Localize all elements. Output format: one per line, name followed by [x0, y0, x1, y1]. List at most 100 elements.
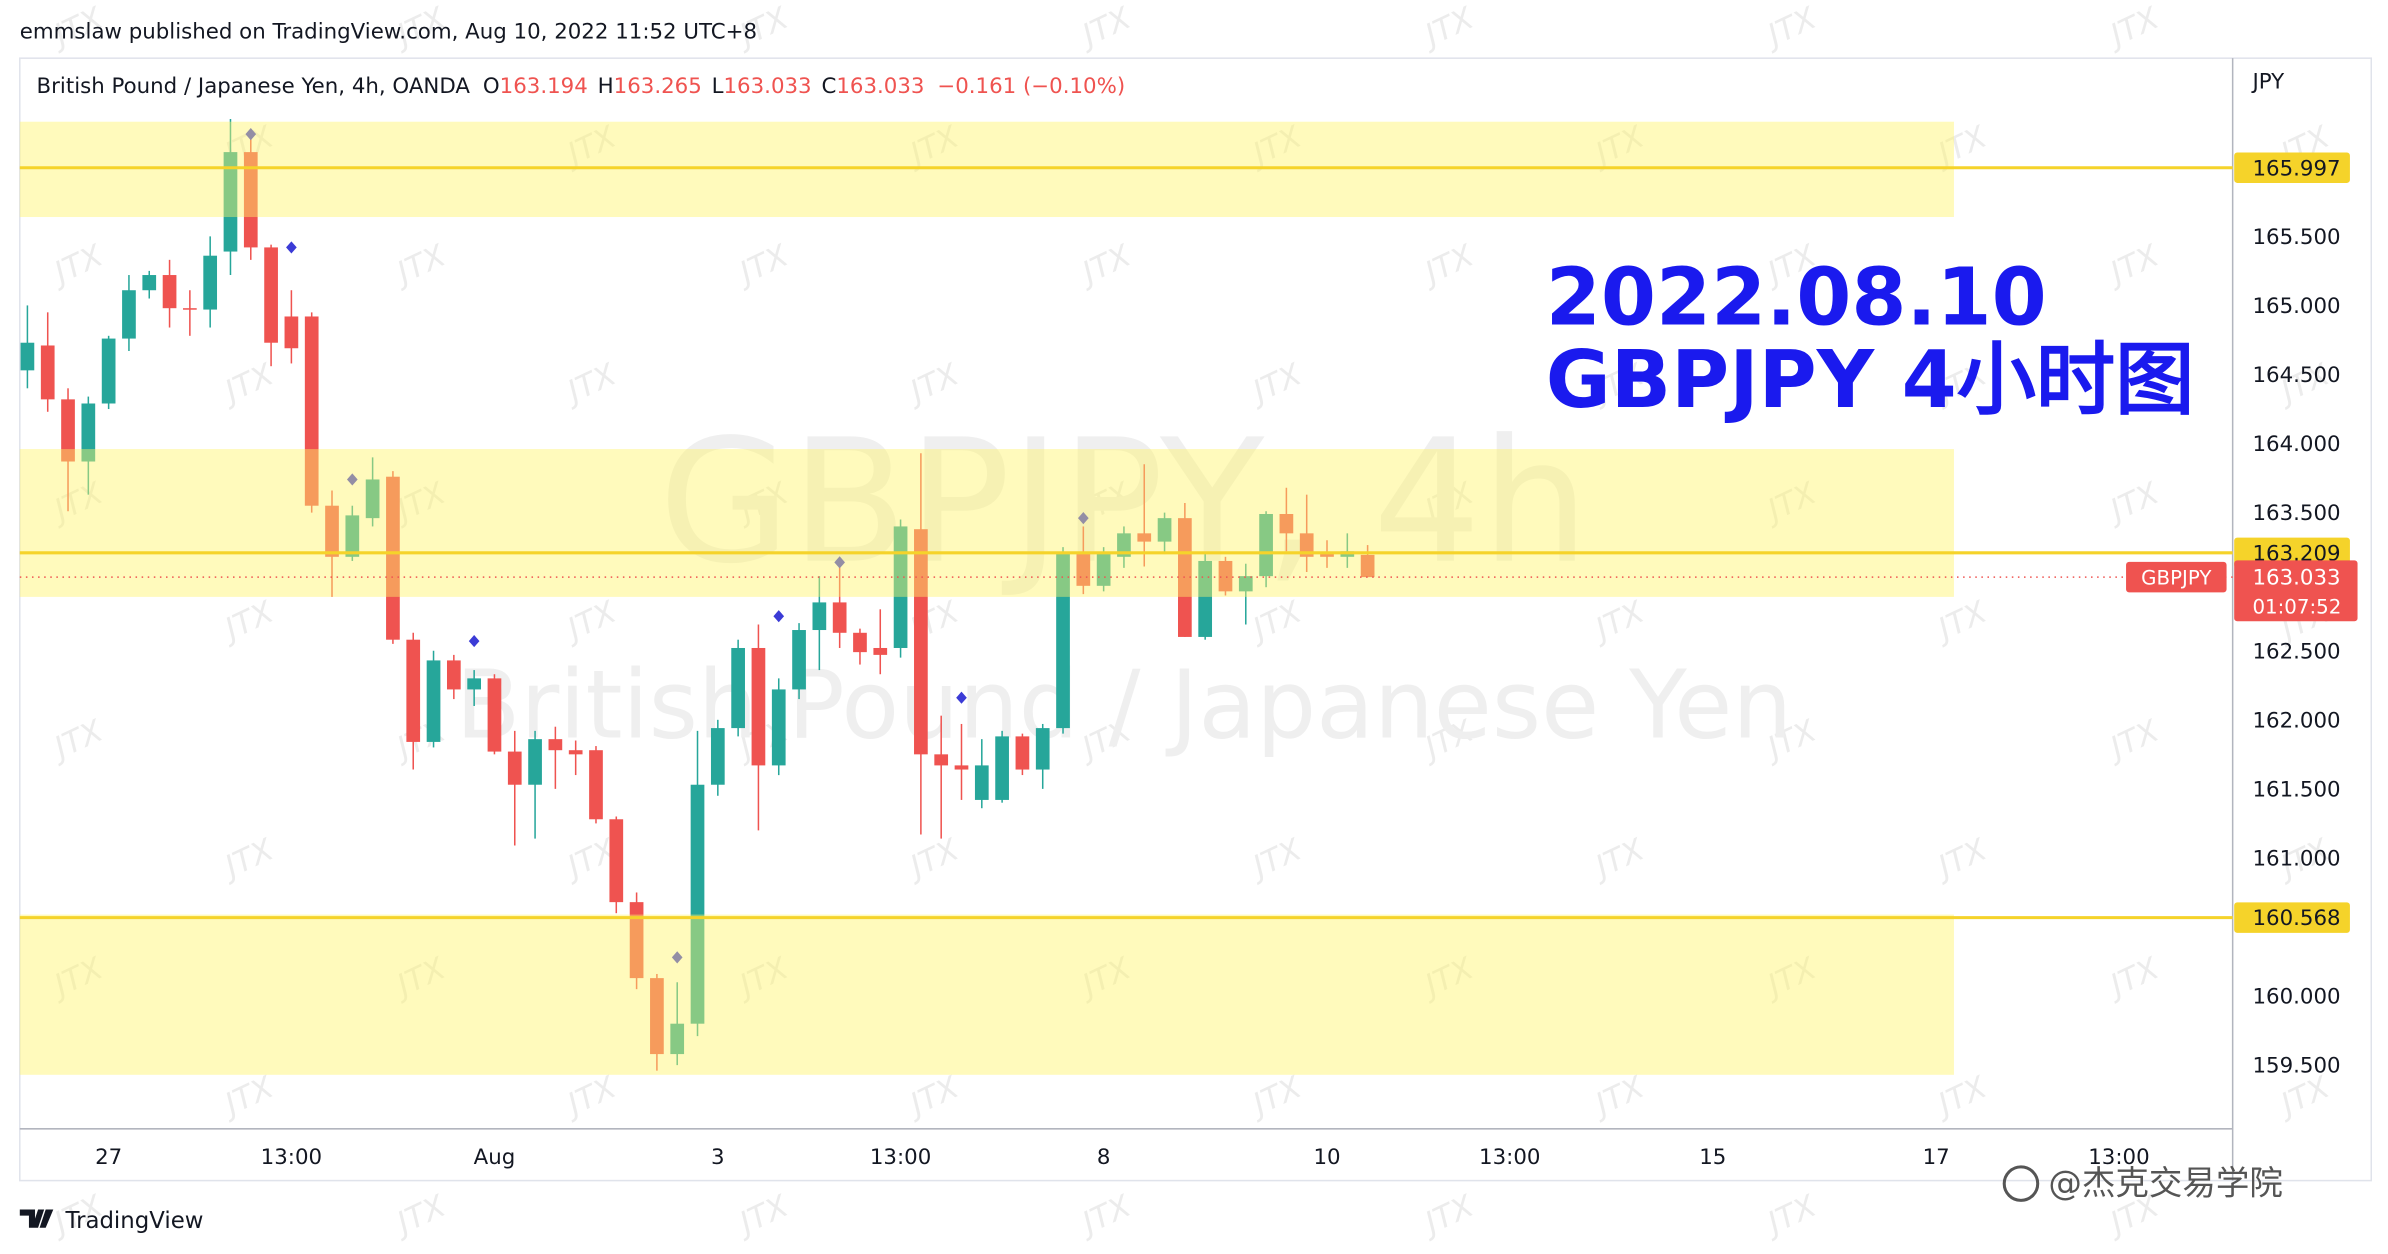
x-tick-label: 13:00 [870, 1145, 931, 1170]
symbol-tag [2126, 561, 2227, 593]
candle-body [589, 750, 603, 820]
candle-body [629, 902, 644, 979]
legend-close-label: C [821, 74, 836, 99]
candle-body [1015, 736, 1030, 770]
x-tick-label: 13:00 [2088, 1145, 2149, 1170]
x-tick-label: Aug [474, 1145, 516, 1170]
x-tick-label: 3 [711, 1145, 725, 1170]
symbol-watermark: GBPJPY, 4h [659, 404, 1590, 602]
candle-body [1198, 560, 1213, 637]
credit-logo [2002, 1165, 2040, 1202]
x-tick-label: 10 [1313, 1145, 1340, 1170]
candle-body [670, 1023, 685, 1055]
annotation: 2022.08.10 [1546, 251, 2047, 344]
candle-body [690, 784, 705, 1024]
y-tick-label: 162.500 [2252, 639, 2340, 664]
candle-body [710, 728, 725, 785]
candle-body [1117, 533, 1131, 557]
candle-body [507, 751, 522, 785]
y-tick-label: 165.000 [2252, 294, 2340, 319]
x-tick-label: 17 [1923, 1145, 1950, 1170]
y-tick-label: 161.500 [2252, 777, 2340, 802]
legend-high: 163.265 [614, 74, 702, 99]
candle-body [609, 819, 624, 903]
x-tick-label: 27 [95, 1145, 122, 1170]
candle-body [1259, 514, 1273, 577]
y-tick-label: 159.500 [2252, 1054, 2340, 1079]
legend-close: 163.033 [836, 74, 924, 99]
candle-body [223, 152, 238, 252]
y-tick-label: 164.000 [2252, 432, 2340, 457]
candle-body [1137, 533, 1152, 542]
candle-body [101, 338, 116, 404]
level-label: 160.568 [2252, 906, 2340, 931]
candle-body [81, 403, 96, 462]
candle-body [995, 736, 1009, 800]
candle-body [365, 479, 380, 519]
y-tick-label: 164.500 [2252, 363, 2340, 388]
y-tick-label: 160.000 [2252, 985, 2340, 1010]
candle-body [1157, 518, 1172, 542]
currency-label: JPY [2250, 70, 2285, 95]
candle-body [1238, 576, 1253, 592]
candle-body [812, 602, 827, 631]
candle-body [487, 678, 502, 752]
y-tick-label: 161.000 [2252, 847, 2340, 872]
zone [19, 914, 1954, 1075]
candle-body [304, 316, 319, 506]
level-tag [2234, 902, 2350, 933]
zone [19, 449, 1954, 597]
legend-high-label: H [598, 74, 614, 99]
legend-symbol: British Pound / Japanese Yen, 4h, OANDA [37, 74, 471, 99]
candle-body [61, 399, 75, 462]
level-tag [2234, 152, 2350, 183]
price-tag-label: 163.033 [2252, 566, 2340, 591]
candle-body [528, 739, 542, 785]
candle-body [162, 275, 177, 309]
chart-frame [19, 57, 2373, 1182]
candle-body [731, 647, 745, 729]
candle-body [914, 529, 928, 755]
candle-body [40, 345, 55, 400]
candle-body [20, 342, 35, 371]
candle-body [1360, 554, 1375, 578]
candle-body [467, 678, 482, 690]
candle-body [548, 739, 563, 751]
annotation: GBPJPY 4小时图 [1546, 333, 2194, 426]
candle-body [568, 750, 583, 755]
candle-body [771, 689, 786, 766]
candle-body [1096, 552, 1111, 586]
y-tick-label: 165.500 [2252, 225, 2340, 250]
candle-body [893, 526, 908, 648]
candle-body [264, 247, 278, 343]
candle-body [426, 660, 441, 742]
plot [19, 118, 2233, 1075]
brand-name: TradingView [64, 1208, 203, 1234]
candle-body [873, 647, 888, 655]
candle-body [832, 602, 847, 633]
candle-body [1218, 560, 1233, 592]
level-label: 165.997 [2252, 156, 2340, 181]
legend-low: 163.033 [723, 74, 811, 99]
x-tick-label: 15 [1699, 1145, 1726, 1170]
candle-body [203, 255, 218, 310]
brand: TradingView [19, 1208, 203, 1234]
candle-body [386, 476, 400, 640]
symbol-tag-label: GBPJPY [2141, 567, 2212, 590]
candle-body [1035, 728, 1050, 770]
legend-change: −0.161 (−0.10%) [937, 74, 1125, 99]
x-tick-label: 13:00 [261, 1145, 322, 1170]
marker [468, 634, 480, 648]
candle-body [446, 660, 461, 690]
candle-body [406, 639, 421, 742]
candle-body [142, 275, 157, 291]
candle-body [122, 290, 136, 339]
marker [245, 128, 257, 141]
candle-body [853, 632, 867, 653]
marker [1078, 512, 1089, 525]
legend: British Pound / Japanese Yen, 4h, OANDA … [37, 74, 1126, 99]
candle-body [1178, 518, 1192, 637]
candle-body [792, 630, 806, 690]
countdown: 01:07:52 [2252, 596, 2341, 619]
